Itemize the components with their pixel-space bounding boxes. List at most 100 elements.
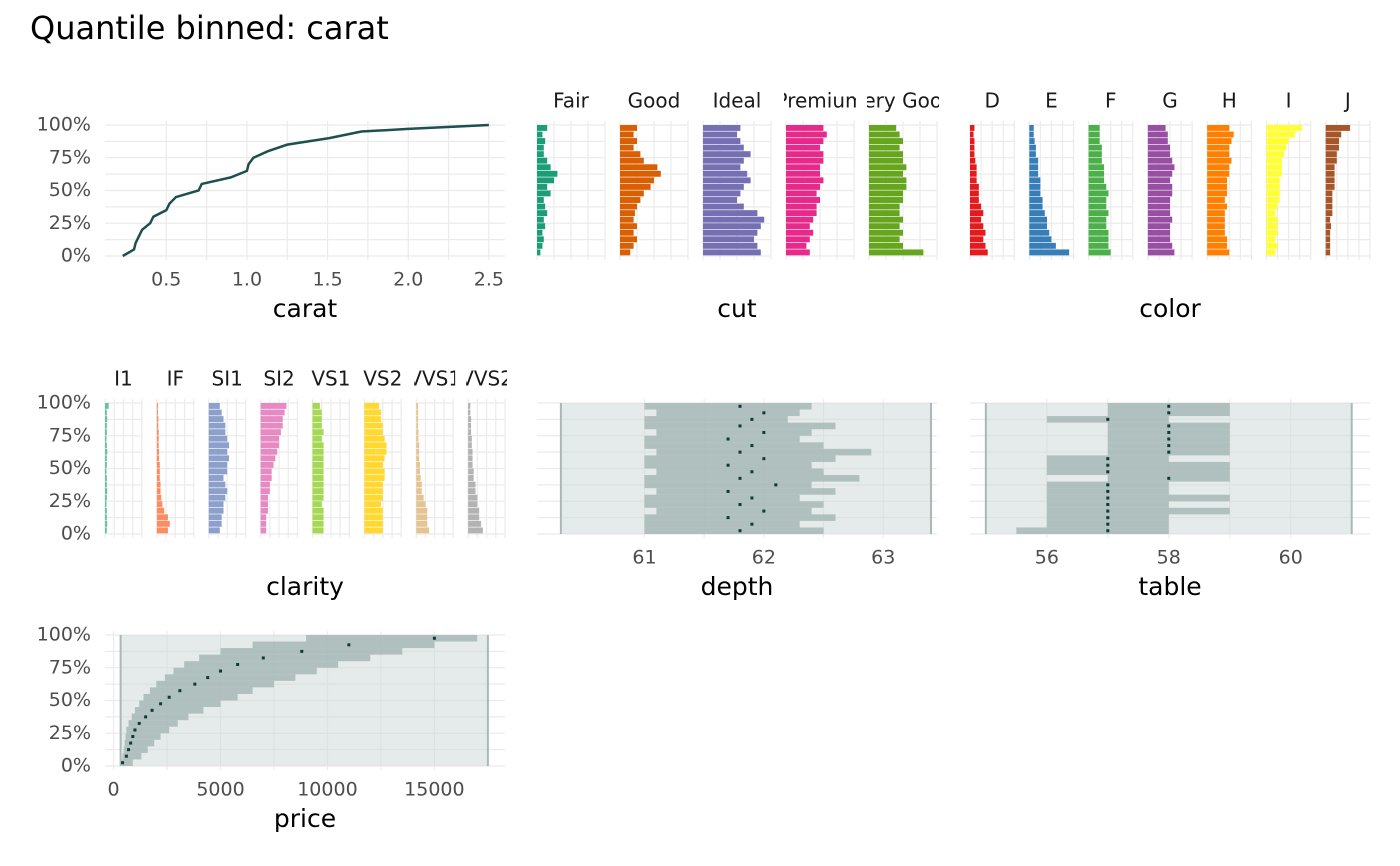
inner-band — [134, 707, 204, 714]
bar — [105, 488, 108, 495]
bar — [260, 435, 280, 442]
y-tick-label: 25% — [49, 490, 91, 512]
median-mark — [1167, 450, 1171, 454]
x-tick-label: 2.5 — [474, 269, 504, 291]
y-tick-label: 50% — [49, 179, 91, 201]
bar — [786, 223, 810, 230]
bar — [1147, 216, 1173, 223]
facet-label: G — [1162, 89, 1178, 113]
bar — [1207, 203, 1228, 210]
bar — [1088, 138, 1100, 144]
bar — [105, 507, 107, 514]
bar — [156, 416, 159, 422]
inner-band — [644, 501, 824, 508]
bar — [260, 403, 287, 409]
median-mark — [159, 702, 163, 706]
facet-label: Good — [628, 89, 681, 113]
bar — [468, 520, 482, 527]
bar — [1207, 125, 1230, 131]
bar — [1266, 190, 1280, 197]
bar — [970, 151, 975, 158]
median-mark — [750, 496, 754, 500]
inner-band — [1016, 527, 1169, 534]
bar — [105, 429, 107, 436]
inner-band — [306, 635, 478, 642]
bar — [208, 455, 230, 462]
bar — [1147, 144, 1170, 151]
bar — [1266, 210, 1276, 217]
bar — [364, 422, 383, 429]
x-tick-label: 58 — [1157, 547, 1181, 569]
bar — [537, 242, 543, 249]
median-mark — [1167, 476, 1171, 480]
median-mark — [300, 649, 304, 653]
bar — [156, 448, 160, 455]
bar — [537, 236, 544, 243]
bar — [260, 494, 268, 501]
bar — [1207, 138, 1232, 144]
bar — [364, 455, 385, 462]
facet-label: VS1 — [311, 367, 350, 391]
x-tick-label: 62 — [752, 547, 776, 569]
bar — [312, 416, 322, 422]
bar — [416, 448, 420, 455]
bar — [703, 197, 737, 203]
x-tick-label: 0 — [108, 779, 120, 801]
bar — [105, 435, 107, 442]
x-tick-label: 61 — [632, 547, 656, 569]
median-mark — [1106, 470, 1110, 474]
bar — [1207, 236, 1228, 243]
bar — [364, 461, 383, 468]
bar — [620, 177, 654, 184]
bar — [1266, 151, 1285, 158]
median-mark — [1106, 457, 1110, 461]
inner-band — [131, 713, 189, 721]
inner-band — [644, 442, 824, 449]
bar — [312, 442, 324, 449]
bar — [620, 229, 634, 236]
bar — [1088, 223, 1107, 230]
median-mark — [129, 741, 133, 745]
bar — [1207, 197, 1225, 203]
inner-band — [149, 687, 253, 694]
y-tick-label: 75% — [49, 656, 91, 678]
inner-band — [644, 435, 800, 443]
bar — [1207, 151, 1230, 158]
median-mark — [206, 676, 210, 680]
bar — [970, 197, 979, 203]
facet-label: VS2 — [363, 367, 402, 391]
bar — [970, 216, 982, 223]
bar — [105, 403, 109, 409]
bar — [364, 468, 385, 475]
bar — [537, 164, 551, 171]
bar — [1088, 242, 1109, 249]
bar — [468, 422, 472, 429]
median-mark — [121, 761, 125, 765]
bar — [1266, 170, 1282, 177]
bar — [537, 216, 544, 223]
bar — [105, 494, 107, 501]
bar — [1266, 242, 1278, 249]
bar — [620, 197, 641, 203]
bar — [1088, 151, 1102, 158]
bar — [620, 183, 651, 190]
bar — [416, 435, 419, 442]
bar — [260, 429, 281, 436]
bar — [468, 448, 473, 455]
facet-label: F — [1105, 89, 1117, 113]
bar — [786, 183, 820, 190]
bar — [416, 409, 419, 416]
bar — [1207, 164, 1230, 171]
bar — [703, 177, 751, 184]
bar — [312, 429, 324, 436]
bar — [260, 442, 280, 449]
bar — [537, 203, 546, 210]
bar — [156, 435, 159, 442]
bar — [1266, 236, 1276, 243]
quantile-line — [122, 123, 489, 258]
bar — [869, 151, 903, 158]
bar — [156, 461, 160, 468]
bar — [1325, 229, 1331, 236]
bar — [703, 229, 758, 236]
bar — [260, 514, 267, 521]
